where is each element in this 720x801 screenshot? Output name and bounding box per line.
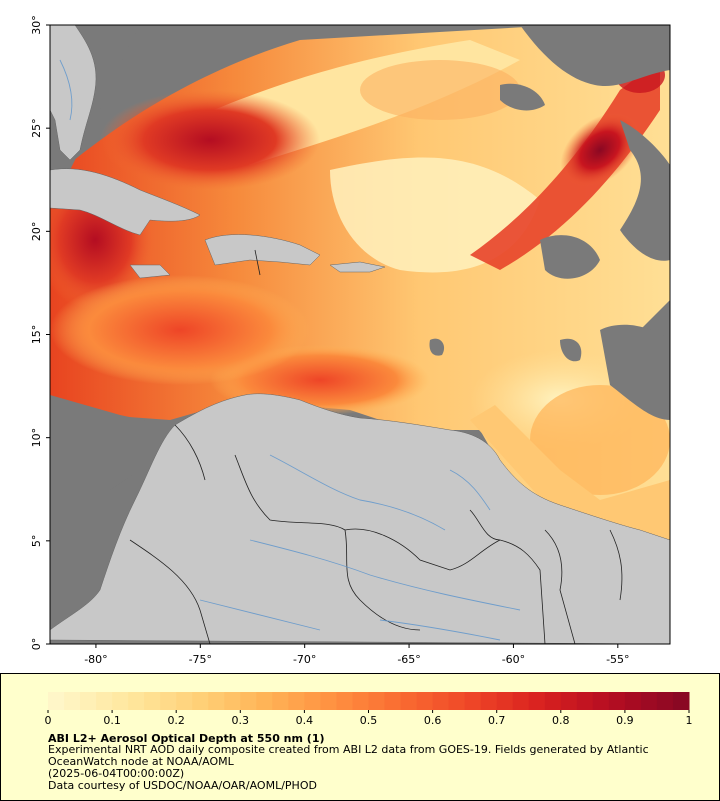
colorbar-cell — [96, 692, 113, 710]
x-tick-label: -70° — [293, 653, 316, 666]
colorbar-cell — [480, 692, 498, 710]
aod-field — [50, 25, 670, 560]
x-tick-label: -75° — [189, 653, 212, 666]
colorbar-cell — [48, 692, 65, 710]
y-tick-label: 15° — [30, 325, 43, 345]
aod-map: 0° 5° 10° 15° 20° 25° 30° -80° -75° -70° -65° -60°… — [30, 15, 671, 666]
colorbar-tick-label: 0.9 — [616, 714, 634, 727]
legend-title: ABI L2+ Aerosol Optical Depth at 550 nm … — [48, 732, 325, 745]
colorbar-tick-label: 0.8 — [552, 714, 570, 727]
colorbar-tick-label: 0.7 — [488, 714, 506, 727]
colorbar-cell — [576, 692, 594, 710]
colorbar-cell — [272, 692, 289, 710]
legend-description: Experimental NRT AOD daily composite cre… — [48, 743, 649, 768]
colorbar-cell — [624, 692, 642, 710]
rivers — [59, 59, 521, 641]
x-tick-label: -60° — [502, 653, 525, 666]
colorbar-cell — [288, 692, 305, 710]
colorbar-cell — [192, 692, 209, 710]
colorbar-cell — [208, 692, 225, 710]
colorbar-cell — [320, 692, 337, 710]
colorbar-cell — [512, 692, 530, 710]
colorbar-cell — [144, 692, 161, 710]
colorbar-tick-label: 0.6 — [424, 714, 442, 727]
colorbar-cell — [464, 692, 482, 710]
land — [50, 25, 670, 644]
colorbar-cell — [672, 692, 690, 710]
x-axis: -80° -75° -70° -65° -60° -55° — [84, 644, 630, 666]
x-tick-label: -65° — [397, 653, 420, 666]
colorbar-tick-label: 0 — [45, 714, 52, 727]
colorbar-cell — [176, 692, 193, 710]
colorbar-cell — [352, 692, 369, 710]
y-tick-label: 10° — [30, 428, 43, 448]
x-tick-label: -55° — [606, 653, 629, 666]
y-tick-label: 0° — [30, 638, 43, 651]
colorbar-cell — [544, 692, 562, 710]
colorbar-cell — [240, 692, 257, 710]
colorbar-cell — [368, 692, 386, 710]
colorbar-cell — [128, 692, 145, 710]
colorbar-cell — [336, 692, 353, 710]
colorbar-cell — [400, 692, 418, 710]
colorbar-cell — [528, 692, 546, 710]
colorbar-cell — [432, 692, 450, 710]
colorbar-tick-label: 0.1 — [103, 714, 121, 727]
legend-credit: Data courtesy of USDOC/NOAA/OAR/AOML/PHO… — [48, 779, 317, 792]
colorbar-cell — [112, 692, 129, 710]
colorbar-tick-label: 0.5 — [360, 714, 378, 727]
colorbar-cell — [592, 692, 610, 710]
x-tick-label: -80° — [84, 653, 107, 666]
colorbar-cell — [64, 692, 81, 710]
y-axis: 0° 5° 10° 15° 20° 25° 30° — [30, 15, 50, 650]
colorbar: 0 0.1 0.2 0.3 0.4 0.5 0.6 0.7 0.8 0.9 1 — [45, 692, 693, 727]
y-tick-label: 5° — [30, 535, 43, 548]
colorbar-cell — [384, 692, 402, 710]
country-borders — [129, 249, 623, 644]
colorbar-cell — [160, 692, 177, 710]
legend-timestamp: (2025-06-04T00:00:00Z) — [48, 767, 185, 780]
colorbar-cell — [560, 692, 578, 710]
colorbar-tick-label: 1 — [686, 714, 693, 727]
colorbar-cell — [416, 692, 434, 710]
colorbar-cell — [80, 692, 97, 710]
colorbar-tick-label: 0.2 — [167, 714, 185, 727]
colorbar-cell — [224, 692, 241, 710]
colorbar-cell — [608, 692, 626, 710]
colorbar-tick-label: 0.3 — [232, 714, 250, 727]
colorbar-cell — [256, 692, 273, 710]
colorbar-cell — [448, 692, 466, 710]
colorbar-tick-label: 0.4 — [296, 714, 314, 727]
y-tick-label: 20° — [30, 222, 43, 242]
colorbar-cell — [640, 692, 658, 710]
y-tick-label: 30° — [30, 15, 43, 35]
colorbar-cell — [656, 692, 674, 710]
colorbar-cell — [496, 692, 514, 710]
legend-panel: 0 0.1 0.2 0.3 0.4 0.5 0.6 0.7 0.8 0.9 1 ABI L2+ Ae… — [0, 673, 720, 801]
colorbar-cell — [304, 692, 321, 710]
y-tick-label: 25° — [30, 118, 43, 138]
